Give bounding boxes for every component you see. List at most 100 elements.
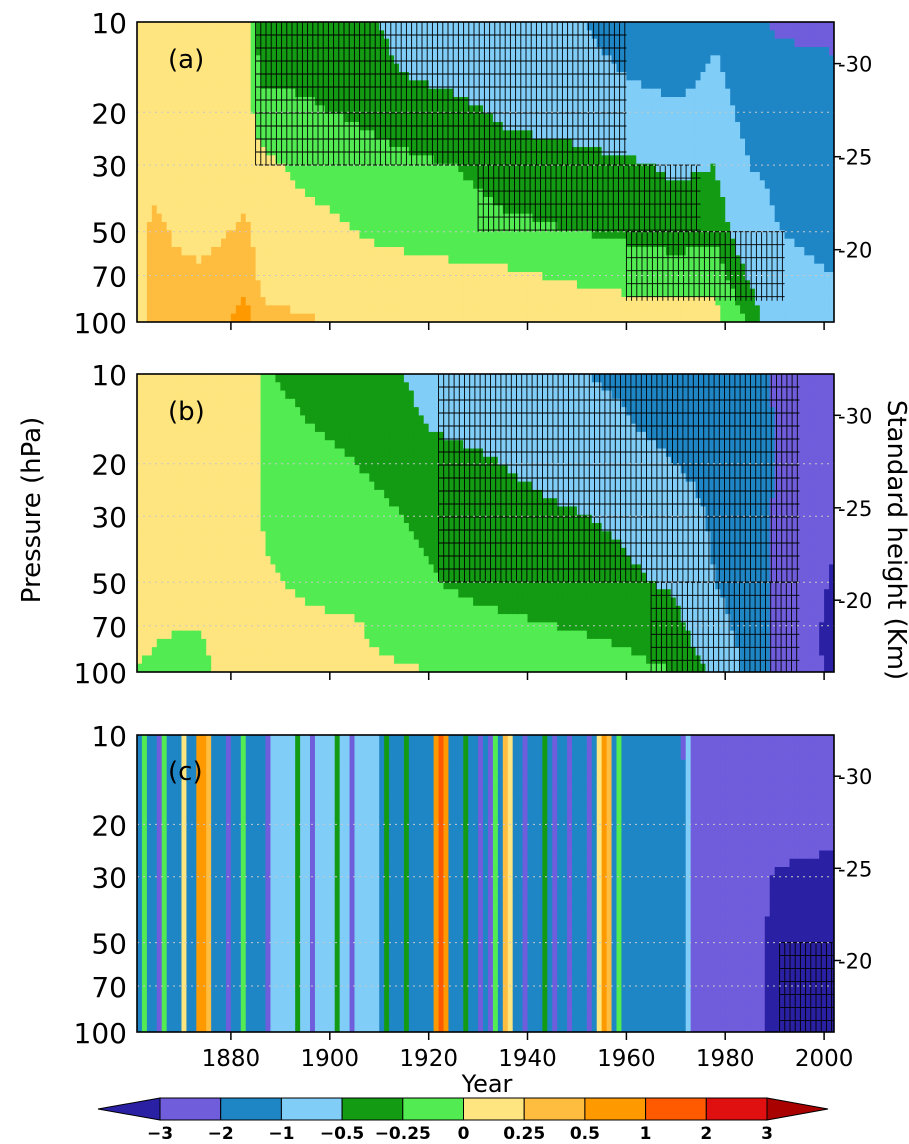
- heatmap-cell: [166, 138, 173, 148]
- heatmap-cell: [443, 97, 450, 106]
- heatmap-cell: [740, 97, 746, 106]
- heatmap-cell: [690, 130, 697, 140]
- heatmap-cell: [745, 188, 751, 198]
- heatmap-cell: [255, 272, 262, 281]
- heatmap-cell: [156, 247, 163, 256]
- heatmap-cell: [631, 47, 637, 56]
- heatmap-cell: [591, 238, 598, 248]
- heatmap-cell: [665, 172, 672, 181]
- heatmap-cell: [572, 180, 578, 190]
- heatmap-cell: [374, 97, 380, 106]
- heatmap-cell: [784, 222, 791, 231]
- heatmap-cell: [270, 197, 277, 206]
- heatmap-cell: [675, 80, 682, 90]
- heatmap-cell: [310, 238, 316, 248]
- heatmap-cell: [398, 213, 405, 223]
- heatmap-cell: [216, 72, 222, 81]
- heatmap-cell: [156, 213, 163, 223]
- heatmap-cell: [196, 272, 202, 281]
- heatmap-cell: [725, 80, 731, 90]
- heatmap-cell: [497, 88, 504, 98]
- heatmap-cell: [715, 47, 721, 56]
- heatmap-cell: [260, 97, 267, 106]
- heatmap-cell: [319, 230, 326, 240]
- heatmap-cell: [161, 288, 168, 298]
- heatmap-cell: [552, 47, 558, 56]
- heatmap-cell: [517, 297, 524, 306]
- heatmap-cell: [715, 188, 721, 198]
- heatmap-cell: [745, 263, 751, 273]
- heatmap-cell: [398, 55, 405, 65]
- heatmap-cell: [507, 305, 514, 315]
- heatmap-cell: [398, 97, 405, 106]
- heatmap-cell: [156, 138, 163, 148]
- heatmap-cell: [339, 188, 346, 198]
- heatmap-cell: [334, 88, 341, 98]
- heatmap-cell: [641, 305, 647, 315]
- heatmap-cell: [265, 147, 272, 156]
- heatmap-cell: [745, 163, 751, 173]
- heatmap-cell: [137, 263, 143, 273]
- heatmap-cell: [354, 88, 361, 98]
- heatmap-cell: [576, 255, 583, 265]
- heatmap-cell: [176, 238, 183, 248]
- heatmap-cell: [300, 113, 306, 123]
- heatmap-cell: [191, 163, 197, 173]
- heatmap-cell: [819, 222, 825, 231]
- heatmap-cell: [705, 30, 712, 40]
- heatmap-cell: [300, 247, 306, 256]
- heatmap-cell: [764, 213, 771, 223]
- heatmap-cell: [221, 22, 227, 31]
- heatmap-cell: [146, 197, 153, 206]
- heatmap-cell: [527, 138, 534, 148]
- heatmap-cell: [611, 255, 618, 265]
- heatmap-cell: [784, 180, 791, 190]
- heatmap-cell: [275, 172, 281, 181]
- heatmap-cell: [349, 138, 356, 148]
- heatmap-cell: [764, 63, 771, 73]
- heatmap-cell: [438, 80, 445, 90]
- heatmap-cell: [522, 230, 529, 240]
- heatmap-cell: [567, 163, 573, 173]
- heatmap-cell: [305, 230, 311, 240]
- heatmap-cell: [715, 247, 721, 256]
- heatmap-cell: [725, 297, 731, 306]
- heatmap-cell: [740, 47, 746, 56]
- heatmap-cell: [725, 22, 731, 31]
- heatmap-cell: [245, 288, 252, 298]
- heatmap-cell: [265, 197, 272, 206]
- heatmap-cell: [141, 188, 148, 198]
- heatmap-cell: [567, 47, 573, 56]
- heatmap-cell: [552, 122, 558, 131]
- heatmap-cell: [275, 197, 281, 206]
- heatmap-cell: [779, 180, 786, 190]
- heatmap-cell: [344, 188, 351, 198]
- heatmap-cell: [260, 172, 267, 181]
- heatmap-cell: [636, 47, 642, 56]
- heatmap-cell: [517, 197, 524, 206]
- heatmap-cell: [799, 180, 805, 190]
- heatmap-cell: [705, 22, 712, 31]
- heatmap-cell: [290, 38, 296, 48]
- heatmap-cell: [235, 263, 242, 273]
- heatmap-cell: [270, 47, 277, 56]
- heatmap-cell: [665, 280, 672, 290]
- heatmap-cell: [631, 280, 637, 290]
- heatmap-cell: [656, 280, 662, 290]
- heatmap-cell: [690, 188, 697, 198]
- heatmap-cell: [621, 163, 627, 173]
- heatmap-cell: [572, 288, 578, 298]
- heatmap-cell: [245, 205, 252, 215]
- heatmap-cell: [354, 255, 361, 265]
- heatmap-cell: [334, 163, 341, 173]
- heatmap-cell: [443, 155, 450, 165]
- heatmap-cell: [799, 272, 805, 281]
- heatmap-cell: [349, 188, 356, 198]
- heatmap-cell: [171, 47, 178, 56]
- heatmap-cell: [769, 155, 776, 165]
- heatmap-cell: [804, 197, 810, 206]
- heatmap-cell: [557, 272, 563, 281]
- heatmap-cell: [745, 272, 751, 281]
- heatmap-cell: [735, 255, 741, 265]
- heatmap-cell: [690, 255, 697, 265]
